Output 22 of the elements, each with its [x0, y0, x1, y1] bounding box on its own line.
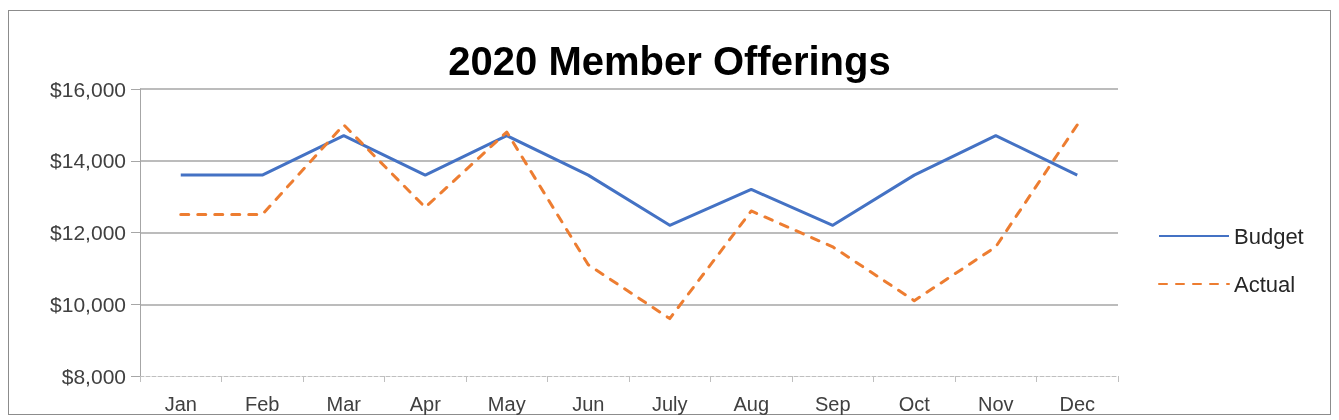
x-tick-label: Apr — [409, 393, 442, 415]
x-tick-label: Feb — [245, 393, 280, 415]
x-tick-label: Mar — [326, 393, 362, 415]
x-tick-label: Oct — [898, 393, 931, 415]
line-series — [179, 123, 1079, 321]
x-tick-label: Jun — [572, 393, 605, 415]
x-tick-label: Nov — [977, 393, 1014, 415]
line-series — [179, 134, 1079, 227]
chart-title: 2020 Member Offerings — [448, 39, 891, 83]
y-tick-label: $10,000 — [50, 292, 126, 316]
y-tick-label: $16,000 — [50, 77, 126, 101]
x-tick-label: Aug — [733, 393, 770, 415]
x-tick-label: Sep — [814, 393, 851, 415]
y-tick-label: $12,000 — [50, 221, 126, 244]
y-tick-label: $14,000 — [50, 149, 126, 173]
x-tick-label: Jan — [164, 393, 197, 415]
legend-label: Budget — [1234, 223, 1304, 249]
x-tick-label: July — [651, 393, 688, 415]
legend-label: Actual — [1234, 271, 1296, 297]
y-tick-label: $8,000 — [61, 364, 126, 388]
x-tick-label: Dec — [1059, 393, 1096, 415]
x-tick-label: May — [487, 393, 526, 415]
